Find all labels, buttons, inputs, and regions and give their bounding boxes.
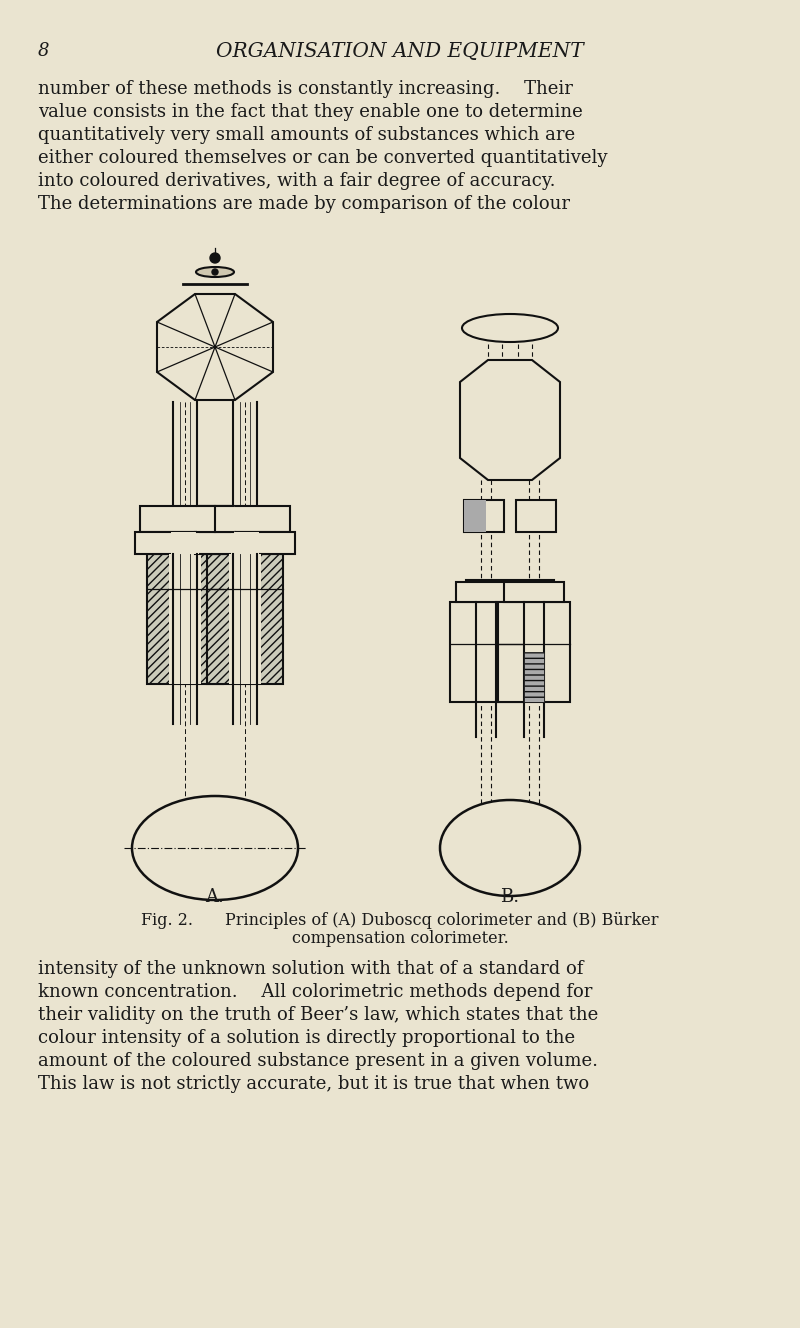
Bar: [516, 501, 556, 533]
Text: quantitatively very small amounts of substances which are: quantitatively very small amounts of sub…: [38, 126, 575, 143]
Polygon shape: [460, 360, 560, 479]
Text: This law is not strictly accurate, but it is true that when two: This law is not strictly accurate, but i…: [38, 1074, 589, 1093]
Text: A.: A.: [206, 888, 225, 906]
Ellipse shape: [440, 799, 580, 896]
Text: into coloured derivatives, with a fair degree of accuracy.: into coloured derivatives, with a fair d…: [38, 173, 555, 190]
Circle shape: [212, 270, 218, 275]
Bar: [464, 501, 504, 533]
Bar: [504, 582, 564, 602]
Text: intensity of the unknown solution with that of a standard of: intensity of the unknown solution with t…: [38, 960, 583, 977]
Bar: [231, 533, 259, 554]
Bar: [456, 582, 516, 602]
Text: ORGANISATION AND EQUIPMENT: ORGANISATION AND EQUIPMENT: [216, 42, 584, 61]
Text: compensation colorimeter.: compensation colorimeter.: [292, 930, 508, 947]
Bar: [195, 533, 295, 554]
Text: The determinations are made by comparison of the colour: The determinations are made by compariso…: [38, 195, 570, 212]
Bar: [169, 554, 201, 684]
Bar: [147, 554, 223, 684]
Ellipse shape: [196, 267, 234, 278]
Ellipse shape: [462, 313, 558, 343]
Polygon shape: [157, 293, 273, 400]
Text: their validity on the truth of Beer’s law, which states that the: their validity on the truth of Beer’s la…: [38, 1007, 598, 1024]
Text: Fig. 2.  Principles of (A) Duboscq colorimeter and (B) Bürker: Fig. 2. Principles of (A) Duboscq colori…: [142, 912, 658, 930]
Text: B.: B.: [501, 888, 519, 906]
Text: either coloured themselves or can be converted quantitatively: either coloured themselves or can be con…: [38, 149, 607, 167]
Text: value consists in the fact that they enable one to determine: value consists in the fact that they ena…: [38, 104, 582, 121]
Ellipse shape: [132, 795, 298, 900]
Bar: [498, 602, 570, 703]
Bar: [135, 533, 235, 554]
Text: known concentration.  All colorimetric methods depend for: known concentration. All colorimetric me…: [38, 983, 592, 1001]
Bar: [207, 554, 283, 684]
Text: amount of the coloured substance present in a given volume.: amount of the coloured substance present…: [38, 1052, 598, 1070]
Bar: [200, 506, 290, 533]
Circle shape: [210, 254, 220, 263]
Bar: [171, 533, 199, 554]
Bar: [229, 554, 261, 684]
Text: 8: 8: [38, 42, 50, 60]
Bar: [450, 602, 522, 703]
Bar: [464, 501, 486, 533]
Text: number of these methods is constantly increasing.  Their: number of these methods is constantly in…: [38, 80, 573, 98]
Bar: [140, 506, 230, 533]
Text: colour intensity of a solution is directly proportional to the: colour intensity of a solution is direct…: [38, 1029, 575, 1046]
Bar: [524, 652, 544, 703]
